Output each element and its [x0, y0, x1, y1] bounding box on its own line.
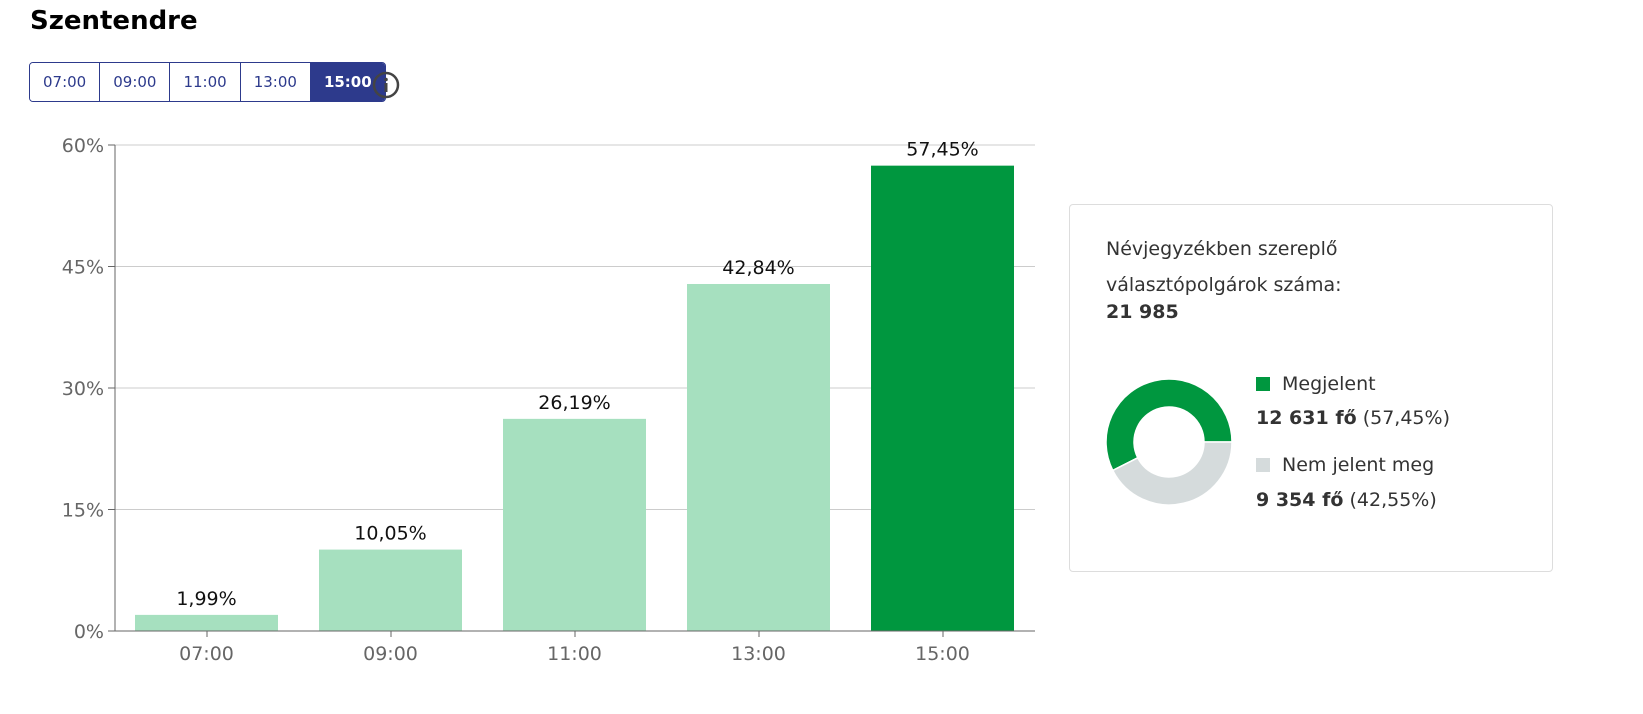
voted-pct: (57,45%)	[1362, 407, 1450, 429]
turnout-donut	[1105, 378, 1233, 506]
bar-09:00[interactable]	[319, 549, 462, 631]
page-title: Szentendre	[30, 6, 198, 36]
legend-swatch-not-voted	[1256, 458, 1270, 472]
info-icon[interactable]	[372, 71, 400, 99]
bar-13:00[interactable]	[687, 283, 830, 631]
bar-11:00[interactable]	[503, 418, 646, 631]
time-tabs: 07:00 09:00 11:00 13:00 15:00	[29, 62, 386, 102]
x-tick-label: 15:00	[915, 643, 970, 665]
y-tick-label: 60%	[62, 135, 104, 157]
tab-1500[interactable]: 15:00	[310, 63, 385, 101]
bar-07:00[interactable]	[135, 614, 278, 631]
y-tick-label: 30%	[62, 378, 104, 400]
x-tick-label: 11:00	[547, 643, 602, 665]
tab-0700[interactable]: 07:00	[30, 63, 101, 101]
legend-voted: Megjelent	[1256, 373, 1376, 395]
bar-value-label: 42,84%	[722, 257, 794, 279]
x-tick-label: 07:00	[179, 643, 234, 665]
x-tick-label: 09:00	[363, 643, 418, 665]
not-voted-value: 9 354 fő (42,55%)	[1256, 489, 1437, 511]
voters-total: 21 985	[1106, 301, 1179, 323]
tab-1300[interactable]: 13:00	[240, 63, 311, 101]
y-tick-label: 15%	[62, 500, 104, 522]
x-tick-label: 13:00	[731, 643, 786, 665]
legend-not-voted: Nem jelent meg	[1256, 454, 1434, 476]
bar-value-label: 57,45%	[906, 139, 978, 161]
bar-value-label: 10,05%	[354, 523, 426, 545]
tab-0900[interactable]: 09:00	[100, 63, 171, 101]
legend-label: Nem jelent meg	[1282, 454, 1435, 476]
donut-slice-voted	[1105, 378, 1233, 472]
not-voted-count: 9 354 fő	[1256, 489, 1344, 511]
y-tick-label: 45%	[62, 257, 104, 279]
tab-1100[interactable]: 11:00	[170, 63, 241, 101]
y-tick-label: 0%	[74, 621, 104, 643]
not-voted-pct: (42,55%)	[1349, 489, 1437, 511]
voters-label: Névjegyzékben szereplő választópolgárok …	[1106, 238, 1342, 296]
voters-card: Névjegyzékben szereplő választópolgárok …	[1069, 204, 1553, 572]
turnout-bar-chart: 0% 15% 30% 45% 60% 1,99% 07:00 10,05% 09:00 26,19…	[62, 135, 1035, 665]
voted-value: 12 631 fő (57,45%)	[1256, 407, 1450, 429]
legend-swatch-voted	[1256, 377, 1270, 391]
voted-count: 12 631 fő	[1256, 407, 1357, 429]
bar-value-label: 26,19%	[538, 392, 610, 414]
bar-15:00[interactable]	[871, 165, 1014, 631]
donut-slice-not-voted	[1111, 441, 1233, 506]
bar-value-label: 1,99%	[176, 588, 236, 610]
legend-label: Megjelent	[1282, 373, 1376, 395]
